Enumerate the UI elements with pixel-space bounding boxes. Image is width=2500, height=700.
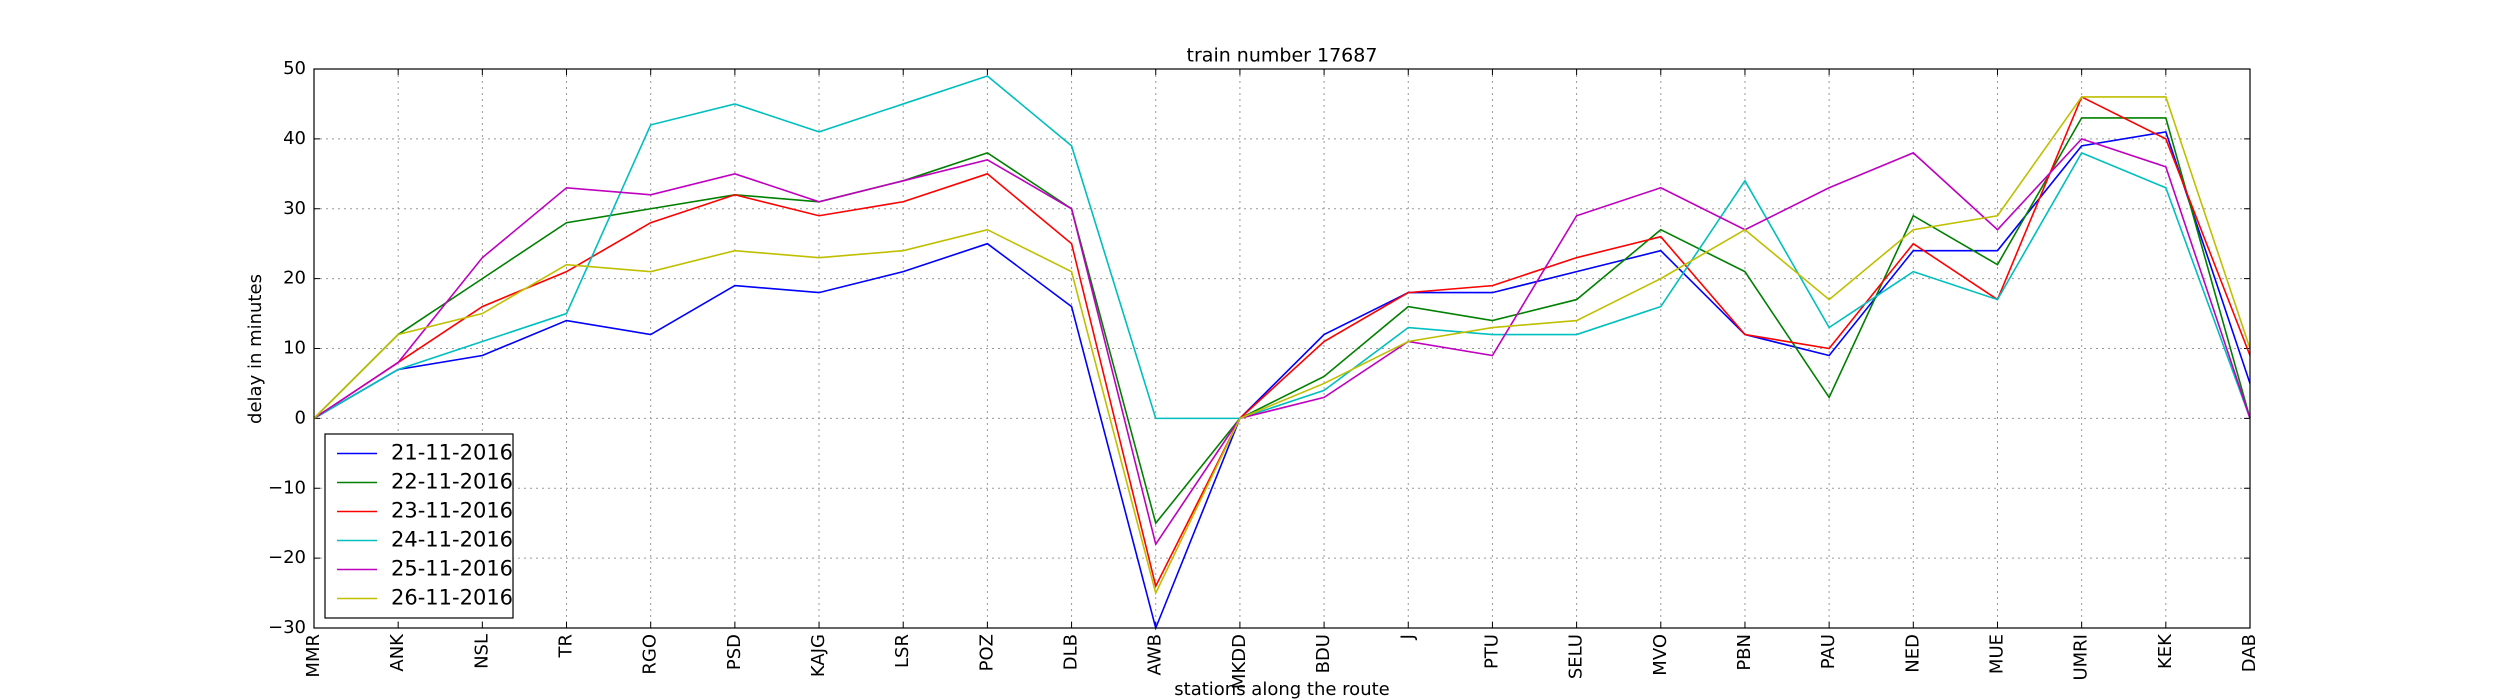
- x-tick-label: PSD: [724, 634, 745, 670]
- x-tick-label: KEK: [2155, 633, 2176, 669]
- x-tick-label: LSR: [892, 634, 913, 668]
- y-axis-label: delay in minutes: [245, 274, 266, 424]
- x-tick-label: ANK: [387, 633, 408, 672]
- x-tick-label: UMRI: [2071, 634, 2092, 681]
- x-tick-label: AWB: [1145, 634, 1166, 675]
- data-line: [313, 130, 2251, 631]
- y-tick-label: −30: [268, 617, 306, 638]
- x-tick-label: TR: [556, 634, 577, 659]
- x-tick-label: BDU: [1313, 634, 1334, 673]
- x-tick-label: NSL: [471, 634, 492, 669]
- data-line: [313, 95, 2251, 589]
- x-tick-label: MMR: [303, 634, 324, 678]
- legend-label: 24-11-2016: [391, 528, 513, 552]
- x-tick-label: NED: [1902, 634, 1923, 673]
- y-tick-label: 30: [283, 198, 306, 219]
- data-line: [313, 137, 2251, 547]
- legend-label: 23-11-2016: [391, 499, 513, 523]
- legend-label: 21-11-2016: [391, 441, 513, 465]
- legend: 21-11-2016 22-11-2016 23-11-2016 24-11-2016…: [324, 433, 514, 619]
- x-tick-label: PAU: [1818, 634, 1839, 669]
- x-tick-label: PBN: [1734, 634, 1755, 671]
- x-tick-label: MVO: [1650, 634, 1671, 676]
- x-axis-label: stations along the route: [1174, 679, 1389, 700]
- legend-label: 22-11-2016: [391, 470, 513, 494]
- legend-box: [324, 433, 514, 619]
- y-tick-label: −10: [268, 477, 306, 498]
- x-tick-label: DLB: [1061, 634, 1082, 670]
- legend-label: 25-11-2016: [391, 557, 513, 581]
- y-tick-label: 20: [283, 268, 306, 289]
- x-tick-label: MUE: [1986, 634, 2007, 674]
- x-tick-label: MKDD: [1229, 634, 1250, 689]
- x-tick-label: RGO: [640, 634, 661, 675]
- chart-title: train number 17687: [1187, 45, 1378, 67]
- x-tick-label: SELU: [1566, 634, 1587, 679]
- y-tick-label: 10: [283, 338, 306, 359]
- y-tick-label: 50: [283, 58, 306, 79]
- x-tick-label: POZ: [976, 634, 997, 671]
- y-tick-label: −20: [268, 547, 306, 568]
- y-tick-label: 40: [283, 128, 306, 149]
- x-tick-label: DAB: [2239, 634, 2260, 672]
- legend-label: 26-11-2016: [391, 586, 513, 610]
- plot-frame: [313, 68, 2251, 629]
- x-tick-label: J: [1397, 634, 1418, 640]
- x-tick-label: KAJG: [808, 634, 829, 677]
- data-line: [313, 96, 2251, 596]
- x-tick-label: PTU: [1481, 634, 1502, 669]
- y-tick-label: 0: [295, 407, 306, 428]
- data-line: [313, 117, 2251, 525]
- data-line: [313, 75, 2251, 420]
